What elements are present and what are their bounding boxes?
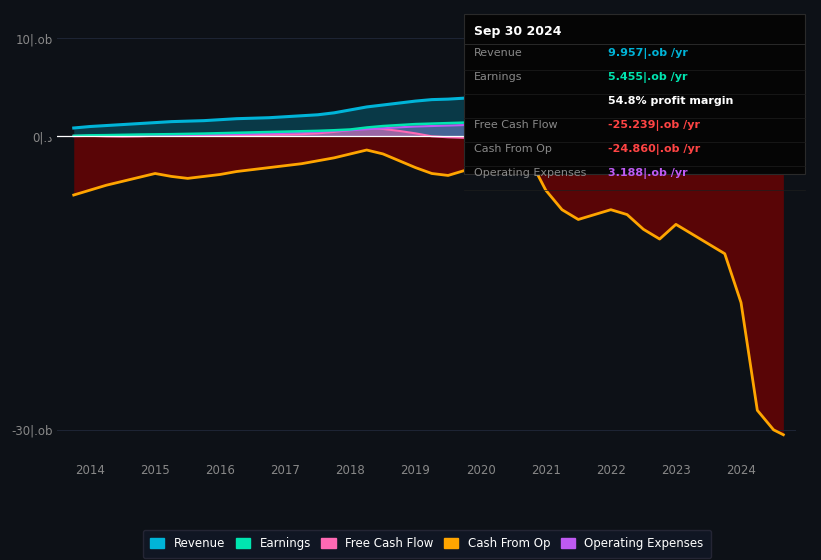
Text: Operating Expenses: Operating Expenses xyxy=(474,168,586,178)
Text: -25.239|.ob /yr: -25.239|.ob /yr xyxy=(608,120,699,131)
Text: 54.8% profit margin: 54.8% profit margin xyxy=(608,96,733,106)
Text: Earnings: Earnings xyxy=(474,72,522,82)
Text: 9.957|.ob /yr: 9.957|.ob /yr xyxy=(608,48,687,59)
Text: Revenue: Revenue xyxy=(474,48,522,58)
Legend: Revenue, Earnings, Free Cash Flow, Cash From Op, Operating Expenses: Revenue, Earnings, Free Cash Flow, Cash … xyxy=(143,530,711,558)
Text: 5.455|.ob /yr: 5.455|.ob /yr xyxy=(608,72,687,83)
Text: Sep 30 2024: Sep 30 2024 xyxy=(474,25,562,38)
Text: 3.188|.ob /yr: 3.188|.ob /yr xyxy=(608,168,687,179)
Text: Free Cash Flow: Free Cash Flow xyxy=(474,120,557,130)
Text: -24.860|.ob /yr: -24.860|.ob /yr xyxy=(608,144,699,155)
Text: Cash From Op: Cash From Op xyxy=(474,144,552,154)
